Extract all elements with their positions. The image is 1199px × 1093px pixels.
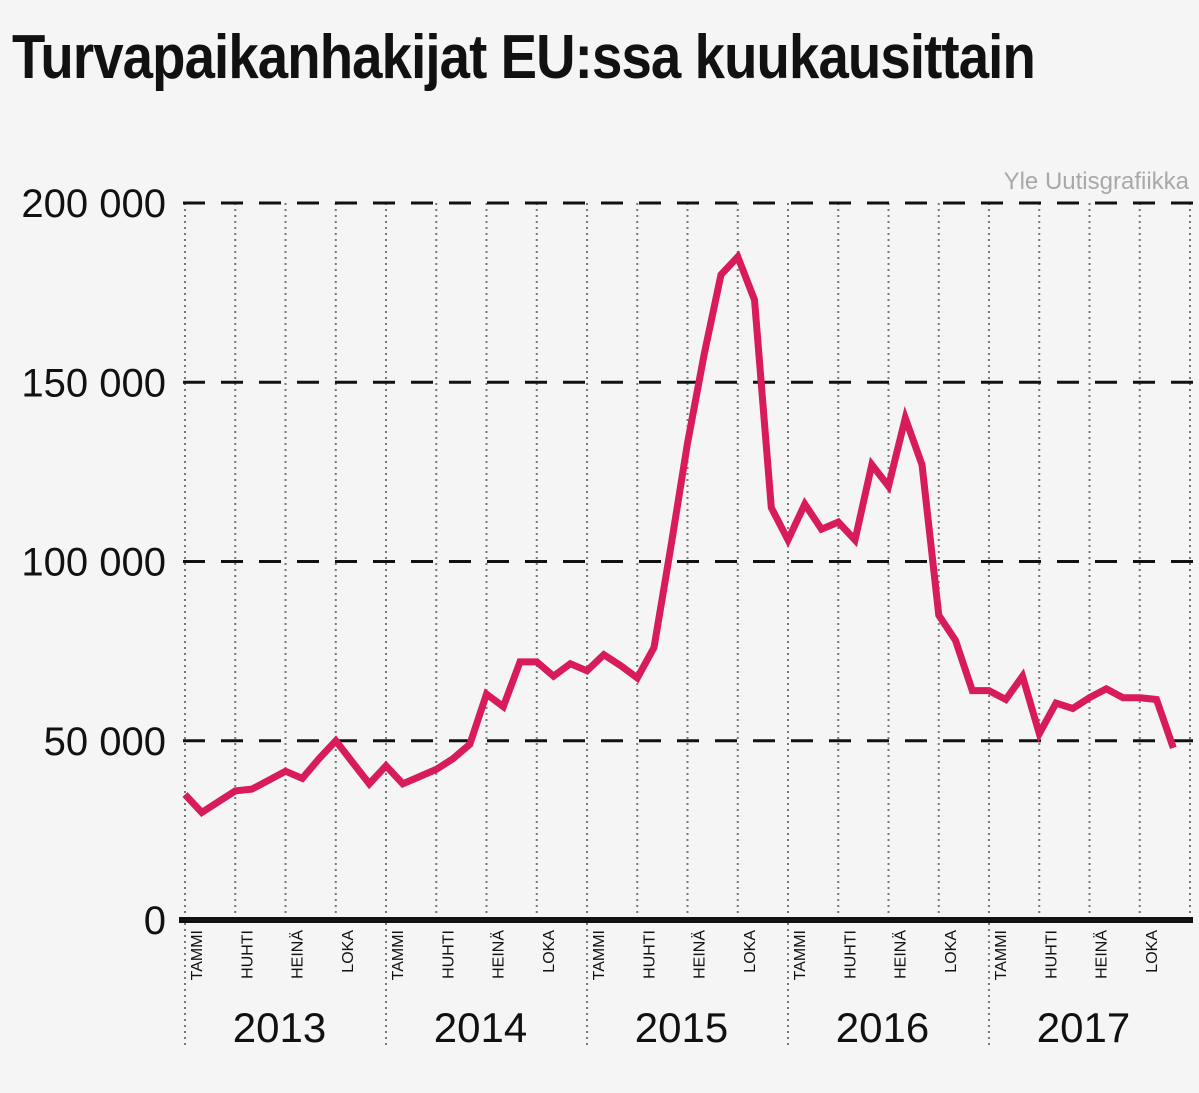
month-tick-label: TAMMI xyxy=(792,930,809,980)
month-tick-label: LOKA xyxy=(1144,930,1161,973)
month-tick-label: HUHTI xyxy=(641,930,658,979)
month-tick-label: HEINÄ xyxy=(892,930,910,979)
source-credit: Yle Uutisgrafiikka xyxy=(1003,168,1189,195)
month-tick-label: TAMMI xyxy=(591,930,608,980)
y-tick-label: 150 000 xyxy=(21,361,166,405)
month-tick-label: HUHTI xyxy=(842,930,859,979)
year-label: 2014 xyxy=(434,1004,527,1051)
year-label: 2016 xyxy=(836,1004,929,1051)
month-tick-label: HEINÄ xyxy=(490,930,508,979)
month-tick-label: HEINÄ xyxy=(1093,930,1111,979)
month-tick-label: HEINÄ xyxy=(691,930,709,979)
series-line xyxy=(182,250,1177,818)
month-tick-label: TAMMI xyxy=(390,930,407,980)
y-tick-label: 0 xyxy=(144,899,166,943)
year-label: 2017 xyxy=(1037,1004,1130,1051)
year-label: 2013 xyxy=(233,1004,326,1051)
month-tick-label: HUHTI xyxy=(440,930,457,979)
y-tick-label: 100 000 xyxy=(21,541,166,585)
month-tick-label: LOKA xyxy=(541,930,558,973)
month-tick-label: TAMMI xyxy=(993,930,1010,980)
year-label: 2015 xyxy=(635,1004,728,1051)
chart-title: Turvapaikanhakijat EU:ssa kuukausittain xyxy=(12,23,1036,92)
month-tick-label: LOKA xyxy=(340,930,357,973)
month-tick-label: HUHTI xyxy=(239,930,256,979)
month-tick-label: LOKA xyxy=(742,930,759,973)
month-tick-label: LOKA xyxy=(943,930,960,973)
y-tick-label: 200 000 xyxy=(21,182,166,226)
month-tick-label: TAMMI xyxy=(189,930,206,980)
month-tick-label: HUHTI xyxy=(1043,930,1060,979)
y-tick-label: 50 000 xyxy=(44,720,166,764)
month-tick-label: HEINÄ xyxy=(289,930,307,979)
